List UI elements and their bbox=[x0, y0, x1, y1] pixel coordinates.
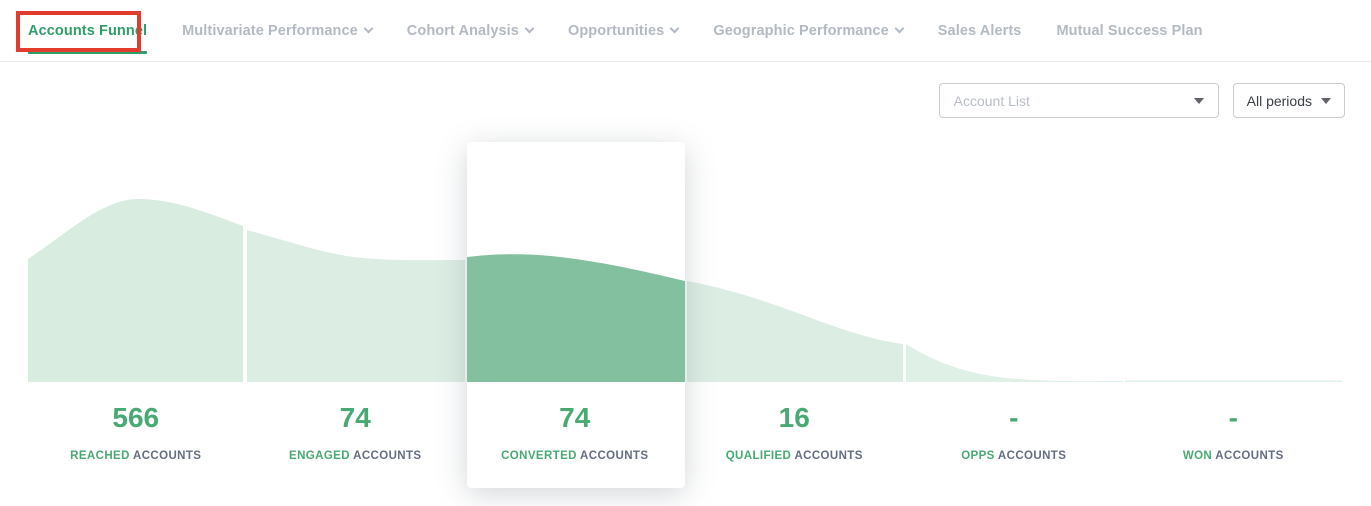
tab-opportunities[interactable]: Opportunities bbox=[567, 0, 680, 61]
stage-stat-converted: 74 CONVERTED ACCOUNTS bbox=[465, 401, 685, 462]
tab-label: Accounts Funnel bbox=[28, 22, 148, 39]
stage-label: QUALIFIED ACCOUNTS bbox=[725, 450, 863, 462]
tab-label: Multivariate Performance bbox=[182, 22, 358, 39]
tab-mutual-success-plan[interactable]: Mutual Success Plan bbox=[1056, 0, 1202, 61]
filter-controls: Account List All periods bbox=[938, 83, 1345, 118]
stage-stat-won: - WON ACCOUNTS bbox=[1124, 401, 1344, 462]
stage-stat-qualified: 16 QUALIFIED ACCOUNTS bbox=[685, 401, 905, 462]
stage-stat-opps: - OPPS ACCOUNTS bbox=[904, 401, 1124, 462]
tab-accounts-funnel[interactable]: Accounts Funnel bbox=[28, 0, 148, 61]
tab-bar: Accounts Funnel Multivariate Performance… bbox=[0, 0, 1371, 62]
account-list-placeholder: Account List bbox=[953, 92, 1030, 109]
account-list-select[interactable]: Account List bbox=[938, 83, 1219, 118]
stage-value: 74 bbox=[339, 402, 371, 433]
stage-label: OPPS ACCOUNTS bbox=[961, 450, 1067, 462]
funnel-segment-opps[interactable] bbox=[906, 344, 1123, 382]
period-select[interactable]: All periods bbox=[1232, 83, 1345, 118]
stage-value: 16 bbox=[778, 402, 810, 433]
stage-value: - bbox=[1009, 402, 1019, 433]
tab-label: Geographic Performance bbox=[713, 22, 889, 39]
tab-cohort-analysis[interactable]: Cohort Analysis bbox=[406, 0, 535, 61]
stage-label: WON ACCOUNTS bbox=[1182, 450, 1284, 462]
stage-value: 566 bbox=[112, 402, 160, 433]
tab-label: Cohort Analysis bbox=[406, 22, 519, 39]
dropdown-arrow-icon bbox=[1193, 97, 1204, 104]
funnel-segment-won[interactable] bbox=[1125, 380, 1342, 383]
chevron-down-icon bbox=[669, 23, 680, 34]
chevron-down-icon bbox=[363, 23, 374, 34]
tab-label: Sales Alerts bbox=[937, 22, 1022, 39]
active-tab-underline bbox=[28, 51, 148, 54]
stage-stat-reached: 566 REACHED ACCOUNTS bbox=[26, 401, 246, 462]
tab-multivariate-performance[interactable]: Multivariate Performance bbox=[182, 0, 374, 61]
chevron-down-icon bbox=[524, 23, 535, 34]
stage-stat-engaged: 74 ENGAGED ACCOUNTS bbox=[246, 401, 466, 462]
tab-label: Opportunities bbox=[567, 22, 665, 39]
funnel-chart bbox=[28, 199, 1342, 383]
stage-label: ENGAGED ACCOUNTS bbox=[289, 450, 422, 462]
stage-label: REACHED ACCOUNTS bbox=[70, 450, 202, 462]
tab-sales-alerts[interactable]: Sales Alerts bbox=[938, 0, 1022, 61]
funnel-segment-qualified[interactable] bbox=[687, 281, 903, 382]
stage-stats-row: 566 REACHED ACCOUNTS 74 ENGAGED ACCOUNTS… bbox=[26, 401, 1343, 462]
period-select-value: All periods bbox=[1246, 92, 1312, 109]
tab-geographic-performance[interactable]: Geographic Performance bbox=[713, 0, 905, 61]
dropdown-arrow-icon bbox=[1321, 97, 1331, 104]
chevron-down-icon bbox=[894, 23, 905, 34]
stage-value: - bbox=[1228, 402, 1238, 433]
funnel-segment-reached[interactable] bbox=[28, 199, 243, 382]
funnel-segment-engaged[interactable] bbox=[247, 230, 465, 382]
stage-value: 74 bbox=[559, 402, 591, 433]
tab-label: Mutual Success Plan bbox=[1056, 22, 1203, 39]
stage-label: CONVERTED ACCOUNTS bbox=[501, 450, 649, 462]
